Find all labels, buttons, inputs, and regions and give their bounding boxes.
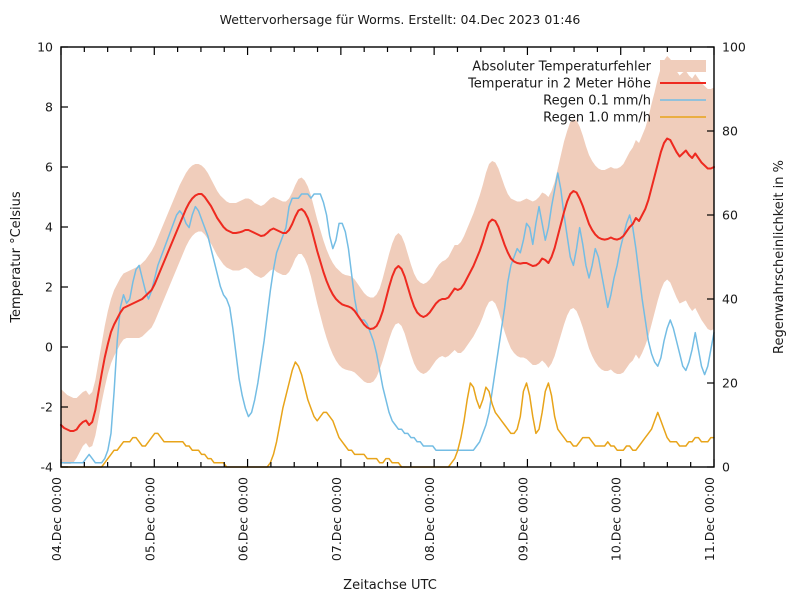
y-axis-right-tick-label: 60 bbox=[722, 208, 738, 223]
x-axis-tick-label: 04.Dec 00:00 bbox=[49, 477, 64, 561]
chart-title: Wettervorhersage für Worms. Erstellt: 04… bbox=[220, 12, 581, 27]
temperature-line bbox=[60, 137, 715, 432]
y-axis-right-tick-labels: 0 20 40 60 80 100 bbox=[722, 40, 746, 475]
legend-swatch-band[interactable] bbox=[660, 60, 706, 72]
y-axis-right-tick-label: 100 bbox=[722, 40, 746, 55]
y-axis-left-title: Temperatur °Celsius bbox=[9, 191, 24, 324]
y-axis-left-tick-label: 0 bbox=[45, 340, 53, 355]
y-axis-left-tick-label: 2 bbox=[45, 280, 53, 295]
x-axis-title: Zeitachse UTC bbox=[343, 578, 437, 593]
y-axis-right-tick-label: 80 bbox=[722, 124, 738, 139]
x-axis-tick-label: 05.Dec 00:00 bbox=[142, 477, 157, 561]
y-axis-right-tick-label: 0 bbox=[722, 460, 730, 475]
y-axis-right-tick-label: 20 bbox=[722, 376, 738, 391]
x-axis-tick-label: 09.Dec 00:00 bbox=[515, 477, 530, 561]
temperature-error-band bbox=[61, 56, 714, 464]
x-axis-tick-label: 07.Dec 00:00 bbox=[329, 477, 344, 561]
y-axis-right-title: Regenwahrscheinlichkeit in % bbox=[772, 160, 787, 354]
chart-legend[interactable]: Absoluter Temperaturfehler Temperatur in … bbox=[467, 60, 706, 126]
rain-01-line bbox=[60, 172, 715, 464]
y-axis-left-tick-label: -4 bbox=[41, 460, 54, 475]
plot-frame bbox=[60, 46, 715, 468]
y-axis-left-tick-labels: -4 -2 0 2 4 6 8 10 bbox=[37, 40, 53, 475]
x-axis-tick-label: 11.Dec 00:00 bbox=[702, 477, 717, 561]
x-axis-tick-label: 06.Dec 00:00 bbox=[236, 477, 251, 561]
rain-10-line bbox=[60, 361, 715, 468]
y-axis-left-tick-label: 4 bbox=[45, 220, 53, 235]
x-axis-tick-label: 08.Dec 00:00 bbox=[422, 477, 437, 561]
y-axis-left-tick-label: 6 bbox=[45, 160, 53, 175]
temperature-error-band-area bbox=[61, 56, 714, 464]
y-axis-right-tick-label: 40 bbox=[722, 292, 738, 307]
legend-item-label[interactable]: Absoluter Temperaturfehler bbox=[472, 60, 651, 75]
legend-item-label[interactable]: Regen 0.1 mm/h bbox=[543, 94, 651, 109]
y-axis-left-tick-label: 10 bbox=[37, 40, 53, 55]
series-lines bbox=[60, 137, 715, 468]
legend-item-label[interactable]: Regen 1.0 mm/h bbox=[543, 111, 651, 126]
y-axis-left-tick-label: 8 bbox=[45, 100, 53, 115]
x-axis-tick-labels: 04.Dec 00:00 05.Dec 00:00 06.Dec 00:00 07.D… bbox=[49, 477, 717, 561]
legend-item-label[interactable]: Temperatur in 2 Meter Höhe bbox=[467, 77, 651, 92]
x-axis-tick-label: 10.Dec 00:00 bbox=[609, 477, 624, 561]
y-axis-left-tick-label: -2 bbox=[41, 400, 53, 415]
